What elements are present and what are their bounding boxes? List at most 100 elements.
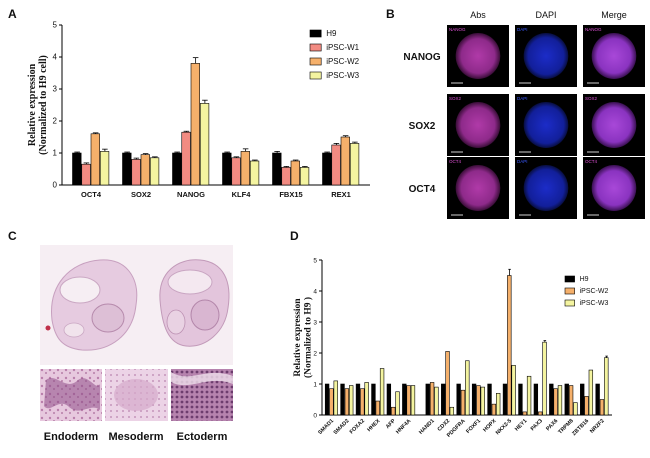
category-label: PAX3 bbox=[530, 418, 544, 432]
bar bbox=[599, 399, 605, 416]
bar bbox=[533, 383, 539, 416]
bar bbox=[131, 159, 141, 186]
bar bbox=[429, 382, 435, 416]
stain-spot-icon bbox=[45, 325, 51, 331]
bar bbox=[149, 157, 160, 186]
bar bbox=[190, 63, 200, 186]
gut-epithelium-icon bbox=[44, 378, 100, 411]
bar bbox=[340, 136, 350, 186]
legend-entry: iPSC-W3 bbox=[326, 71, 359, 80]
channel-tag: DAPI bbox=[517, 27, 528, 32]
row-label: NANOG bbox=[403, 52, 440, 63]
legend-swatch bbox=[309, 71, 322, 80]
bar bbox=[406, 385, 411, 416]
y-axis-label: (Normalized to H9 cell) bbox=[38, 55, 49, 155]
immunofluorescence-panel: Abs DAPI Merge NANOG NANOG DAPI NANOG SOX2 SOX2 D… bbox=[403, 10, 645, 219]
bar bbox=[72, 152, 82, 186]
cyst-icon bbox=[59, 276, 101, 304]
category-label: SOX2 bbox=[131, 190, 151, 199]
panel-label-a: A bbox=[8, 7, 17, 21]
bar bbox=[140, 154, 150, 186]
channel-tag: SOX2 bbox=[585, 96, 598, 101]
category-label: NR2F2 bbox=[589, 418, 606, 435]
bar bbox=[487, 383, 492, 416]
bar bbox=[331, 144, 341, 186]
bar bbox=[584, 396, 589, 416]
category-label: OCT4 bbox=[81, 190, 102, 199]
channel-tag: OCT4 bbox=[585, 159, 597, 164]
bar bbox=[333, 380, 338, 416]
channel-tag: NANOG bbox=[449, 27, 466, 32]
colony-icon bbox=[523, 33, 569, 79]
legend-entry: iPSC-W2 bbox=[580, 288, 609, 295]
bar bbox=[199, 103, 210, 186]
germ-layer-label: Ectoderm bbox=[177, 431, 228, 443]
category-label: KLF4 bbox=[232, 190, 252, 199]
bar bbox=[460, 389, 466, 416]
bar bbox=[491, 403, 497, 416]
bar bbox=[511, 365, 516, 416]
panel-label-b: B bbox=[386, 7, 395, 21]
category-label: HNF4A bbox=[395, 418, 412, 435]
bar bbox=[496, 392, 501, 416]
y-tick-label: 1 bbox=[53, 149, 58, 158]
bar bbox=[329, 388, 334, 416]
cartilage-icon bbox=[114, 379, 158, 411]
channel-tag: SOX2 bbox=[449, 96, 462, 101]
category-label: AFP bbox=[385, 418, 397, 430]
colony-icon bbox=[523, 102, 569, 148]
bar bbox=[240, 151, 250, 186]
bar bbox=[471, 383, 477, 416]
bar bbox=[588, 369, 594, 416]
bar bbox=[557, 385, 563, 416]
category-label: NKX2-5 bbox=[495, 418, 513, 436]
neural-rosette-icon bbox=[171, 372, 233, 386]
channel-tag: DAPI bbox=[517, 96, 528, 101]
y-tick-label: 3 bbox=[313, 320, 317, 327]
bar bbox=[122, 152, 132, 186]
category-label: HAND1 bbox=[418, 418, 436, 436]
bar bbox=[449, 406, 455, 416]
cyst-icon bbox=[190, 299, 220, 331]
legend-entry: iPSC-W3 bbox=[580, 300, 609, 307]
y-tick-label: 4 bbox=[53, 53, 58, 62]
colony-icon bbox=[455, 33, 501, 79]
bar bbox=[580, 383, 585, 416]
bar bbox=[604, 357, 609, 416]
bar bbox=[549, 383, 554, 416]
y-tick-label: 1 bbox=[313, 382, 317, 389]
category-label: FBX15 bbox=[279, 190, 302, 199]
bar bbox=[364, 382, 369, 416]
bar bbox=[553, 388, 558, 416]
legend-swatch bbox=[309, 43, 322, 52]
bar bbox=[322, 152, 332, 186]
bar bbox=[181, 131, 191, 186]
bar bbox=[434, 386, 439, 416]
bar bbox=[371, 383, 376, 416]
bar bbox=[402, 383, 407, 416]
y-tick-label: 4 bbox=[313, 289, 317, 296]
legend-swatch bbox=[564, 287, 575, 295]
bar bbox=[538, 411, 543, 416]
bar bbox=[522, 411, 527, 416]
category-label: HEY1 bbox=[514, 418, 528, 432]
bar bbox=[375, 400, 380, 416]
bar bbox=[99, 151, 110, 186]
colony-icon bbox=[523, 165, 569, 211]
bar bbox=[395, 391, 400, 416]
bar bbox=[231, 157, 241, 186]
bar bbox=[272, 152, 282, 186]
bar bbox=[507, 275, 512, 416]
channel-tag: DAPI bbox=[517, 159, 528, 164]
bar bbox=[324, 383, 330, 416]
y-axis-label: Relative expression bbox=[27, 63, 38, 146]
y-axis-label: (Normalized to H9 ) bbox=[303, 297, 314, 378]
bar bbox=[595, 383, 600, 416]
bar bbox=[564, 383, 569, 416]
cyst-icon bbox=[167, 269, 213, 295]
category-label: FOXF1 bbox=[465, 418, 482, 435]
bar bbox=[379, 368, 385, 416]
legend-swatch bbox=[564, 275, 575, 283]
colony-icon bbox=[455, 165, 501, 211]
